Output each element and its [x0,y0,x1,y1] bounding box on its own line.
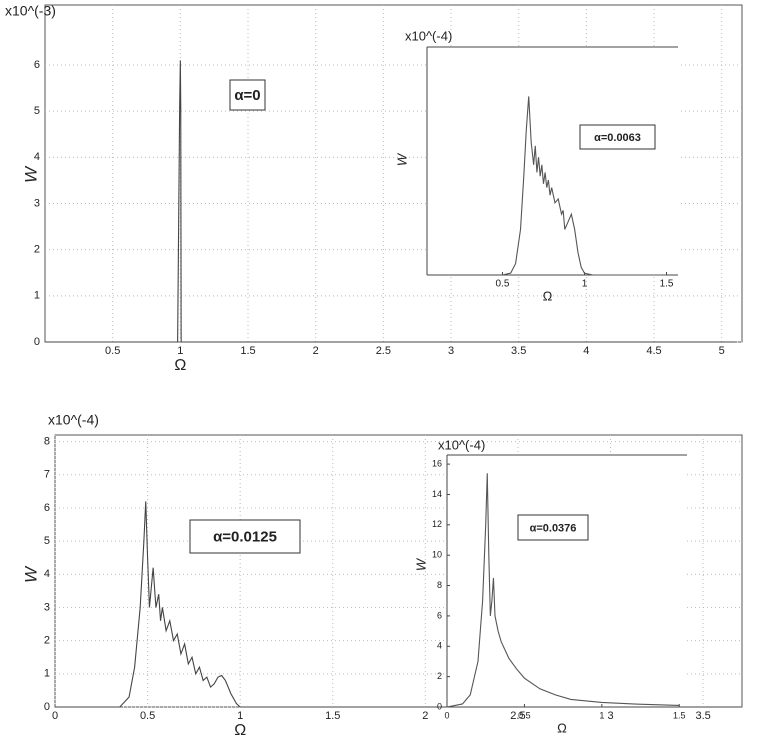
x-axis-label: Ω [174,357,186,374]
annotation-box [189,519,301,554]
annotation: α=0.0376 [530,522,577,534]
y-scale-label: x10^(-3) [5,3,56,19]
y-scale-label: x10^(-4) [438,437,485,452]
y-tick-label: 6 [437,610,442,620]
y-scale-label: x10^(-4) [405,28,452,43]
x-tick-label: 2.5 [376,345,391,357]
y-tick-label: 4 [34,151,40,163]
data-line [446,473,680,708]
annotation: α=0.0125 [213,528,277,545]
y-tick-label: 7 [44,469,50,481]
x-tick-label: 1 [599,710,604,720]
y-tick-label: 0 [44,701,50,713]
y-tick-label: 6 [44,502,50,514]
y-tick-label: 4 [437,641,442,651]
x-tick-label: 3.5 [695,710,710,722]
x-tick-label: 2 [422,710,428,722]
y-axis-label: W [21,165,40,183]
y-tick-label: 5 [44,535,50,547]
x-tick-label: 1 [582,279,588,290]
y-tick-label: 1 [34,290,40,302]
x-tick-label: 1.5 [660,279,674,290]
x-tick-label: 1 [177,345,183,357]
y-tick-label: 10 [432,550,442,560]
x-tick-label: 0.5 [496,279,510,290]
y-tick-label: 3 [34,197,40,209]
x-tick-label: 4 [583,345,589,357]
data-line [55,501,741,708]
y-tick-label: 1 [44,668,50,680]
y-scale-label: x10^(-4) [48,412,99,428]
y-tick-label: 2 [34,244,40,256]
annotation-box [517,514,589,541]
annotation: α=0.0063 [594,132,641,144]
x-tick-label: 1.5 [325,710,340,722]
x-tick-label: 3 [448,345,454,357]
x-tick-label: 4.5 [646,345,661,357]
x-tick-label: 0.5 [105,345,120,357]
y-tick-label: 14 [432,489,442,499]
x-tick-label: 2.5 [510,710,525,722]
x-tick-label: 1.5 [240,345,255,357]
y-axis-label: W [394,152,409,166]
y-tick-label: 0 [34,336,40,348]
x-axis-label: Ω [543,288,553,303]
x-tick-label: 2 [313,345,319,357]
x-axis-label: Ω [234,722,246,739]
y-axis-label: W [413,557,428,571]
annotation: α=0 [234,87,260,104]
y-tick-label: 3 [44,601,50,613]
x-axis-label: Ω [557,720,567,735]
y-tick-label: 16 [432,458,442,468]
x-tick-label: 3.5 [511,345,526,357]
y-tick-label: 5 [34,105,40,117]
x-tick-label: 1.5 [673,710,686,720]
x-tick-label: 0.5 [518,710,531,720]
annotation-box [229,79,266,111]
x-tick-label: 1 [237,710,243,722]
x-tick-label: 3 [607,710,613,722]
y-axis-label: W [21,565,40,583]
y-tick-label: 0 [437,701,442,711]
y-tick-label: 4 [44,568,50,580]
y-tick-label: 12 [432,519,442,529]
x-tick-label: 0 [52,710,58,722]
plot-area [427,47,678,275]
y-tick-label: 2 [44,635,50,647]
y-tick-label: 8 [437,580,442,590]
y-tick-label: 8 [44,436,50,448]
x-tick-label: 5 [719,345,725,357]
data-line [502,96,667,276]
data-line [45,60,736,343]
x-tick-label: 0.5 [140,710,155,722]
y-tick-label: 6 [34,59,40,71]
annotation-box [579,124,656,150]
x-tick-label: 0 [444,710,449,720]
y-tick-label: 2 [437,671,442,681]
